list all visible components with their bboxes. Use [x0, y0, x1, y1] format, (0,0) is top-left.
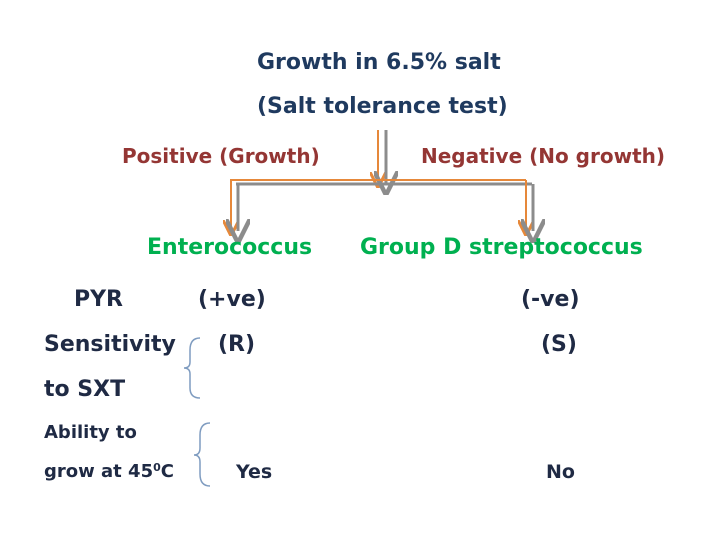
temperature-bracket: [193, 422, 211, 487]
branch-positive-label: Positive (Growth): [122, 144, 320, 168]
pyr-streptococcus-result: (-ve): [521, 287, 580, 312]
temp-label-degree: 0: [153, 461, 161, 474]
sxt-bracket: [183, 337, 201, 399]
temp-enterococcus-result: Yes: [236, 461, 273, 483]
sxt-label-line1: Sensitivity: [44, 332, 176, 357]
temp-streptococcus-result: No: [546, 461, 575, 483]
diagram-subtitle: (Salt tolerance test): [257, 94, 508, 119]
diagram-title: Growth in 6.5% salt: [257, 50, 501, 75]
organism-group-d-streptococcus: Group D streptococcus: [360, 235, 643, 260]
temp-label-prefix: grow at 45: [44, 461, 154, 482]
branch-negative-label: Negative (No growth): [421, 144, 666, 168]
temp-label-suffix: C: [160, 461, 174, 482]
sxt-label-line2: to SXT: [44, 377, 126, 402]
sxt-streptococcus-result: (S): [541, 332, 577, 357]
pyr-label: PYR: [74, 287, 123, 312]
temp-label-line1: Ability to: [44, 422, 137, 443]
pyr-enterococcus-result: (+ve): [198, 287, 266, 312]
organism-enterococcus: Enterococcus: [147, 235, 313, 260]
sxt-enterococcus-result: (R): [218, 332, 256, 357]
temp-label-line2: grow at 450C: [44, 461, 174, 482]
